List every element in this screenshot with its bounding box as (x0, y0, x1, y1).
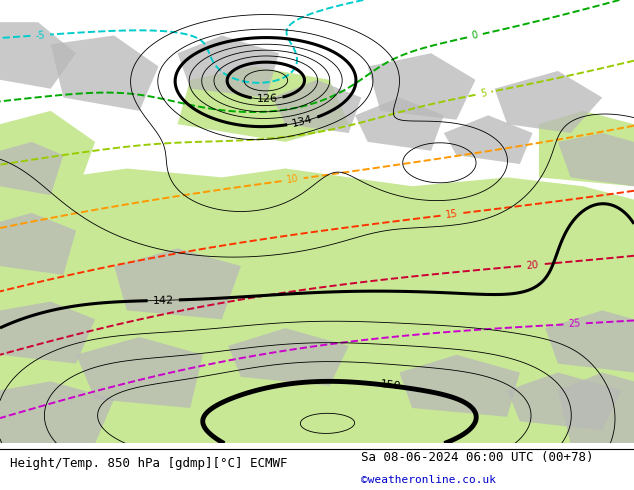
Text: Sa 08-06-2024 06:00 UTC (00+78): Sa 08-06-2024 06:00 UTC (00+78) (361, 451, 594, 464)
Polygon shape (368, 53, 476, 120)
Polygon shape (355, 98, 444, 151)
Polygon shape (228, 328, 349, 386)
Polygon shape (558, 372, 634, 443)
Polygon shape (0, 142, 63, 195)
Text: 142: 142 (153, 295, 174, 306)
Polygon shape (178, 35, 279, 98)
Polygon shape (0, 169, 634, 443)
Text: 5: 5 (479, 88, 488, 99)
Polygon shape (545, 311, 634, 372)
Polygon shape (558, 133, 634, 186)
Polygon shape (539, 111, 634, 186)
Text: ©weatheronline.co.uk: ©weatheronline.co.uk (361, 475, 496, 485)
Polygon shape (444, 115, 533, 164)
Polygon shape (0, 381, 114, 443)
Text: 126: 126 (257, 94, 278, 104)
Polygon shape (399, 355, 520, 417)
Polygon shape (0, 22, 76, 89)
Text: Height/Temp. 850 hPa [gdmp][°C] ECMWF: Height/Temp. 850 hPa [gdmp][°C] ECMWF (10, 457, 287, 469)
Polygon shape (114, 248, 241, 319)
Text: 150: 150 (379, 379, 401, 392)
Polygon shape (0, 111, 95, 195)
Text: 20: 20 (526, 260, 539, 270)
Polygon shape (495, 71, 602, 133)
Polygon shape (0, 213, 76, 275)
Text: 10: 10 (286, 174, 299, 185)
Text: 134: 134 (291, 114, 314, 129)
Polygon shape (51, 35, 158, 111)
Polygon shape (0, 301, 95, 364)
Text: 25: 25 (568, 318, 581, 329)
Text: 15: 15 (445, 209, 458, 220)
Text: 0: 0 (471, 30, 479, 41)
Polygon shape (507, 372, 621, 430)
Polygon shape (273, 80, 361, 133)
Polygon shape (178, 67, 349, 142)
Text: -5: -5 (35, 30, 46, 41)
Polygon shape (76, 337, 203, 408)
